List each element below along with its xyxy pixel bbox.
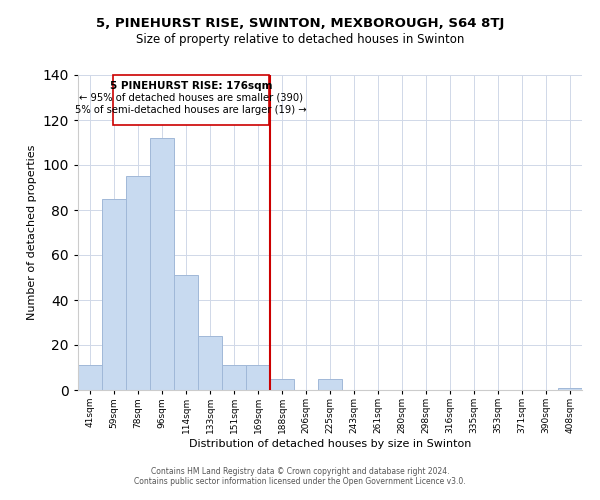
Text: 5 PINEHURST RISE: 176sqm: 5 PINEHURST RISE: 176sqm bbox=[110, 80, 272, 90]
X-axis label: Distribution of detached houses by size in Swinton: Distribution of detached houses by size … bbox=[189, 439, 471, 449]
Bar bbox=[198, 336, 222, 390]
FancyBboxPatch shape bbox=[113, 75, 269, 124]
Text: Size of property relative to detached houses in Swinton: Size of property relative to detached ho… bbox=[136, 32, 464, 46]
Bar bbox=[558, 388, 582, 390]
Bar bbox=[222, 365, 246, 390]
Text: Contains HM Land Registry data © Crown copyright and database right 2024.: Contains HM Land Registry data © Crown c… bbox=[151, 467, 449, 476]
Text: 5% of semi-detached houses are larger (19) →: 5% of semi-detached houses are larger (1… bbox=[75, 106, 307, 116]
Bar bbox=[270, 379, 294, 390]
Bar bbox=[78, 365, 102, 390]
Text: ← 95% of detached houses are smaller (390): ← 95% of detached houses are smaller (39… bbox=[79, 93, 303, 103]
Text: Contains public sector information licensed under the Open Government Licence v3: Contains public sector information licen… bbox=[134, 477, 466, 486]
Bar bbox=[126, 176, 150, 390]
Bar bbox=[318, 379, 342, 390]
Y-axis label: Number of detached properties: Number of detached properties bbox=[27, 145, 37, 320]
Bar bbox=[102, 198, 126, 390]
Bar bbox=[246, 365, 270, 390]
Bar bbox=[150, 138, 174, 390]
Text: 5, PINEHURST RISE, SWINTON, MEXBOROUGH, S64 8TJ: 5, PINEHURST RISE, SWINTON, MEXBOROUGH, … bbox=[96, 18, 504, 30]
Bar bbox=[174, 275, 198, 390]
